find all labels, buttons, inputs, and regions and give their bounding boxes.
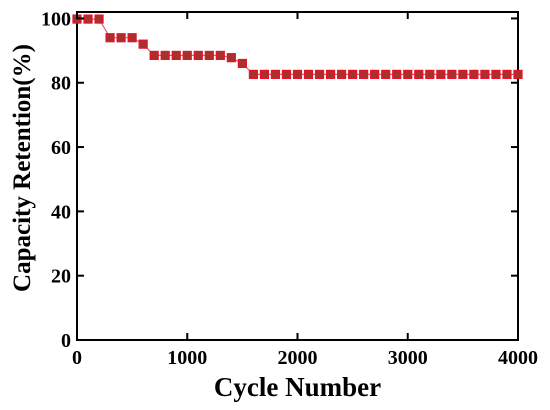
data-point <box>292 69 303 79</box>
data-point <box>359 69 369 79</box>
data-point <box>171 50 181 61</box>
data-point <box>458 69 468 79</box>
x-tick-label: 2000 <box>278 347 318 369</box>
y-tick-label: 40 <box>51 201 71 223</box>
data-point <box>436 69 446 79</box>
data-point <box>204 50 214 61</box>
data-point <box>105 33 115 43</box>
x-tick-label: 4000 <box>498 347 538 369</box>
data-point <box>314 69 325 79</box>
data-point <box>337 69 347 79</box>
data-point <box>182 50 192 61</box>
data-point <box>303 69 314 79</box>
x-tick-label: 3000 <box>388 347 428 369</box>
data-point <box>138 39 148 49</box>
data-point <box>348 69 358 79</box>
data-point <box>414 69 424 79</box>
y-tick-label: 100 <box>41 8 71 30</box>
data-point <box>392 69 402 79</box>
x-axis-title: Cycle Number <box>214 372 381 402</box>
x-tick-label: 1000 <box>167 347 207 369</box>
ticks-layer: 0 1000 2000 3000 4000 0 20 40 60 80 100 <box>41 8 538 369</box>
data-point <box>480 69 490 79</box>
y-tick-label: 60 <box>51 137 71 159</box>
data-point <box>226 53 236 63</box>
data-point <box>469 69 479 79</box>
plot-frame <box>76 11 519 341</box>
data-point <box>127 33 137 43</box>
y-tick-label: 0 <box>61 330 71 352</box>
series-layer <box>72 14 523 79</box>
data-point <box>425 69 435 79</box>
y-tick-label: 20 <box>51 266 71 288</box>
data-point <box>248 69 258 79</box>
data-point <box>270 69 281 79</box>
data-point <box>403 69 413 79</box>
data-point <box>502 69 512 79</box>
data-point <box>259 69 270 79</box>
data-point <box>215 50 225 61</box>
data-point <box>491 69 501 79</box>
data-point <box>149 50 159 61</box>
data-point <box>83 14 93 24</box>
data-point <box>116 33 126 43</box>
data-point <box>325 69 336 79</box>
data-point <box>513 69 523 79</box>
y-tick-label: 80 <box>51 73 71 95</box>
data-point <box>160 50 170 61</box>
plot-area <box>76 11 519 341</box>
data-point <box>237 58 247 69</box>
data-point <box>94 14 104 24</box>
data-point <box>381 69 391 79</box>
y-axis-title: Capacity Retention(%) <box>9 44 36 292</box>
data-point <box>281 69 292 79</box>
data-point <box>193 50 203 61</box>
x-tick-label: 0 <box>72 347 82 369</box>
data-point <box>370 69 380 79</box>
data-point <box>447 69 457 79</box>
